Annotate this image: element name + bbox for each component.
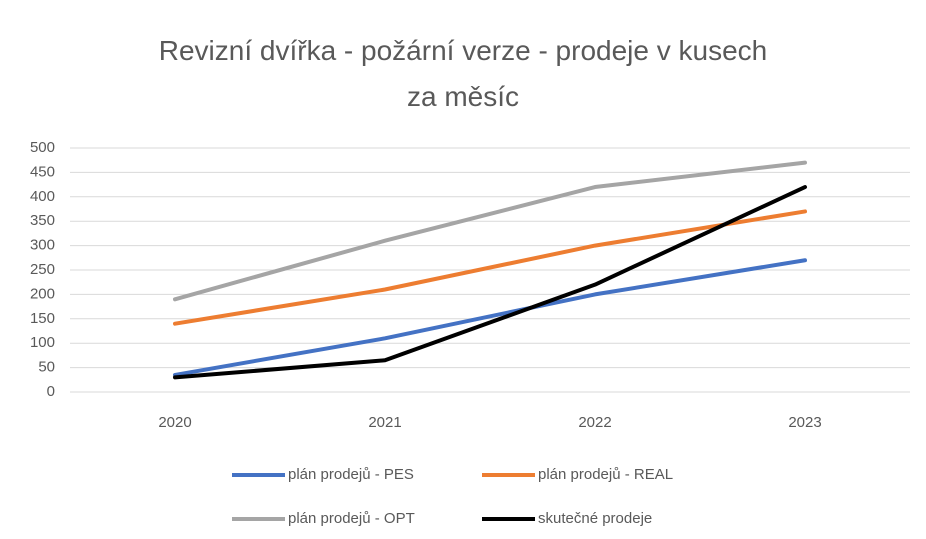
y-tick-label: 400 [30,188,55,205]
x-tick-label: 2023 [788,414,821,431]
x-tick-label: 2022 [578,414,611,431]
y-tick-label: 150 [30,310,55,327]
x-tick-label: 2021 [368,414,401,431]
series-line [173,258,807,377]
chart-title: Revizní dvířka - požární verze - prodeje… [158,35,768,112]
series-line [173,209,807,326]
series-line [173,185,807,380]
y-tick-label: 300 [30,237,55,254]
legend-label: plán prodejů - PES [288,466,414,483]
legend-label: skutečné prodeje [538,510,652,527]
y-tick-label: 350 [30,212,55,229]
y-tick-label: 500 [30,139,55,156]
x-tick-label: 2020 [158,414,191,431]
y-tick-label: 250 [30,261,55,278]
legend-label: plán prodejů - OPT [288,510,415,527]
y-tick-label: 50 [38,359,55,376]
y-tick-label: 0 [47,383,55,400]
legend-label: plán prodejů - REAL [538,466,673,483]
y-tick-label: 200 [30,285,55,302]
y-tick-label: 450 [30,163,55,180]
series-line [173,160,807,302]
y-tick-label: 100 [30,334,55,351]
